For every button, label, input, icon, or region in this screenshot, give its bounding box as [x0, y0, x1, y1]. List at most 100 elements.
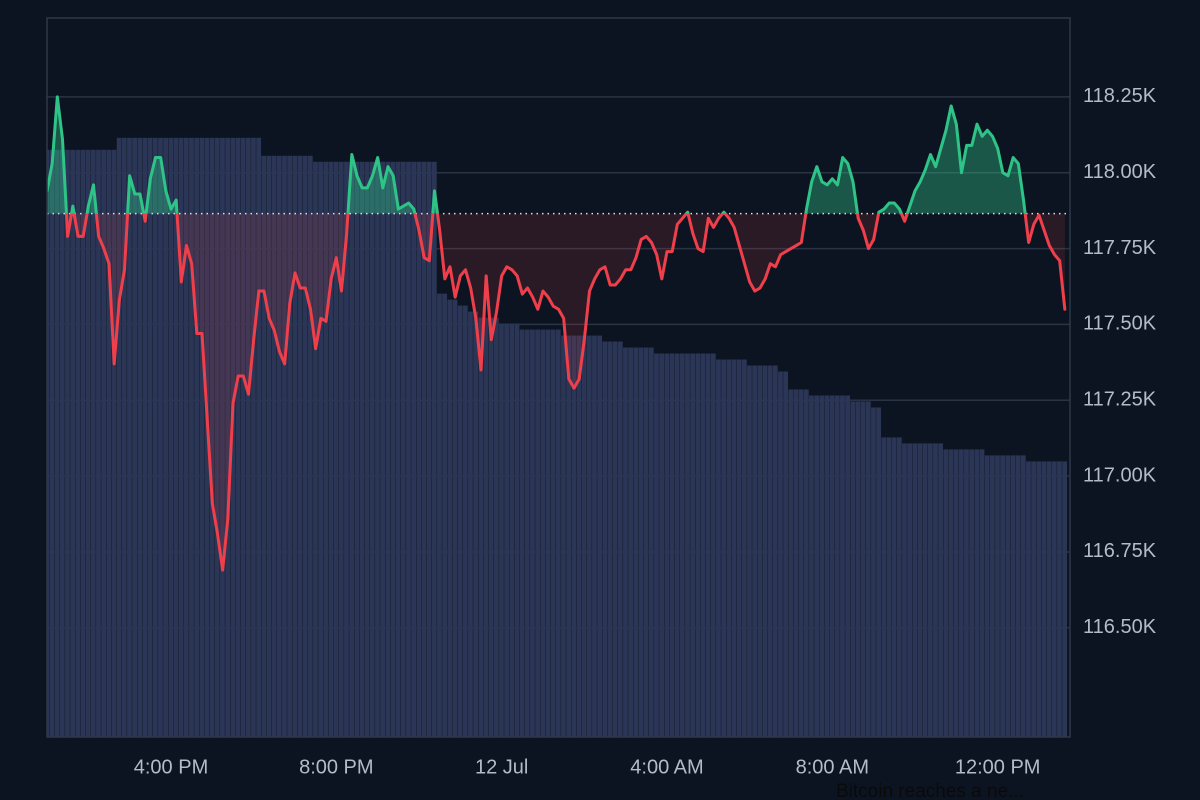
- volume-bar: [643, 347, 649, 737]
- volume-bar: [261, 155, 267, 737]
- volume-bar: [798, 389, 804, 737]
- volume-bar: [943, 449, 949, 737]
- volume-bar: [80, 149, 86, 737]
- volume-bar: [860, 401, 866, 737]
- volume-bar: [850, 401, 856, 737]
- volume-bar: [0, 461, 5, 737]
- volume-bar: [953, 449, 959, 737]
- volume-bar: [1051, 461, 1057, 737]
- plot-frame: [46, 17, 1071, 738]
- volume-bar: [421, 161, 427, 737]
- volume-bar: [380, 161, 386, 737]
- volume-bar: [158, 137, 163, 737]
- volume-bar: [524, 329, 530, 737]
- volume-bar: [292, 155, 298, 737]
- volume-bar: [442, 293, 448, 737]
- volume-bar: [364, 161, 370, 737]
- volume-bar: [819, 395, 825, 737]
- volume-bar: [168, 137, 174, 737]
- volume-bar: [483, 317, 489, 737]
- price-line: [47, 95, 1067, 572]
- volume-bar: [96, 149, 101, 737]
- volume-bar: [473, 311, 479, 737]
- volume-bar: [581, 335, 587, 737]
- volume-bar: [762, 365, 768, 737]
- volume-bar: [416, 161, 422, 737]
- volume-bar: [731, 359, 737, 737]
- volume-bar: [426, 161, 432, 737]
- volume-bar: [142, 137, 148, 737]
- volume-bar: [783, 371, 789, 737]
- volume-bar: [1062, 461, 1068, 737]
- news-annotation: Bitcoin reaches a ne...: [836, 781, 1024, 800]
- volume-bar: [400, 161, 406, 737]
- volume-bar: [1010, 455, 1016, 737]
- volume-bar: [679, 353, 685, 737]
- y-tick-label: 116.75K: [1083, 540, 1157, 562]
- volume-bar: [561, 335, 566, 737]
- volume-bar: [240, 137, 246, 737]
- volume-bar: [406, 161, 411, 737]
- volume-bar: [147, 137, 153, 737]
- volume-bar: [47, 149, 50, 737]
- volume-bar: [519, 329, 525, 737]
- volume-bar: [282, 155, 287, 737]
- volume-bar: [385, 161, 391, 737]
- volume-bar: [1057, 461, 1062, 737]
- volume-bar: [375, 161, 380, 737]
- x-tick-label: 4:00 PM: [134, 756, 208, 778]
- volume-bar: [571, 335, 577, 737]
- volume-bar: [933, 443, 938, 737]
- volume-bar: [778, 371, 783, 737]
- volume-bar: [488, 317, 494, 737]
- volume-bar: [736, 359, 742, 737]
- volume-bar: [313, 161, 318, 737]
- volume-bar: [514, 323, 520, 737]
- volume-bar: [685, 353, 690, 737]
- volume-bar: [106, 149, 112, 737]
- y-tick-label: 117.25K: [1083, 389, 1157, 411]
- volume-bar: [111, 149, 117, 737]
- volume-bar: [152, 137, 158, 737]
- volume-bar: [912, 443, 918, 737]
- volume-bar: [576, 335, 582, 737]
- volume-bar: [829, 395, 835, 737]
- volume-bar: [70, 149, 76, 737]
- y-tick-label: 117.75K: [1083, 237, 1157, 259]
- volume-bar: [969, 449, 975, 737]
- volume-bar: [659, 353, 665, 737]
- volume-bar: [586, 335, 592, 737]
- volume-bar: [628, 347, 634, 737]
- volume-bar: [690, 353, 696, 737]
- volume-bar: [803, 389, 809, 737]
- y-tick-label: 118.00K: [1083, 161, 1157, 183]
- volume-bar: [989, 455, 995, 737]
- volume-bar: [199, 137, 205, 737]
- y-tick-label: 116.50K: [1083, 616, 1157, 638]
- volume-bar: [612, 341, 618, 737]
- volume-bar: [287, 155, 293, 737]
- volume-bar: [344, 161, 349, 737]
- volume-bar: [163, 137, 169, 737]
- volume-bar: [431, 161, 437, 737]
- volume-bar: [902, 443, 907, 737]
- volume-bar: [871, 407, 876, 737]
- volume-bar: [462, 305, 468, 737]
- volume-bar: [767, 365, 773, 737]
- volume-bar: [1046, 461, 1052, 737]
- volume-bar: [845, 395, 851, 737]
- volume-bar: [772, 365, 778, 737]
- volume-bar: [530, 329, 535, 737]
- volume-bar: [958, 449, 964, 737]
- x-tick-label: 12:00 PM: [955, 756, 1041, 778]
- volume-pane: [0, 137, 1068, 737]
- volume-bar: [0, 461, 5, 737]
- volume-bar: [493, 317, 499, 737]
- volume-bar: [550, 329, 556, 737]
- volume-bar: [307, 155, 313, 737]
- volume-bar: [183, 137, 189, 737]
- volume-bar: [0, 461, 5, 737]
- volume-bar: [499, 323, 504, 737]
- volume-bar: [747, 365, 752, 737]
